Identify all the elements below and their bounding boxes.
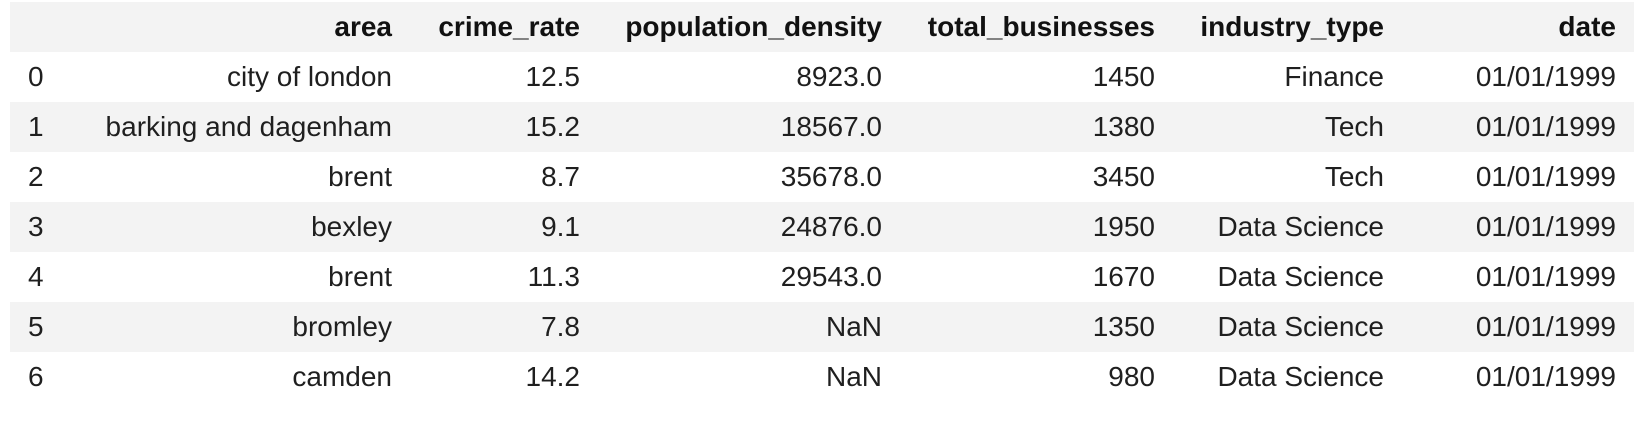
cell-date: 01/01/1999: [1402, 202, 1634, 252]
cell-total-businesses: 1670: [900, 252, 1173, 302]
cell-industry-type: Finance: [1173, 52, 1402, 102]
header-row: area crime_rate population_density total…: [10, 2, 1634, 52]
cell-population-density: NaN: [598, 352, 900, 402]
cell-area: bexley: [60, 202, 410, 252]
cell-population-density: 18567.0: [598, 102, 900, 152]
table-header: area crime_rate population_density total…: [10, 2, 1634, 52]
column-header-date: date: [1402, 2, 1634, 52]
cell-crime-rate: 9.1: [410, 202, 598, 252]
column-header-area: area: [60, 2, 410, 52]
cell-crime-rate: 7.8: [410, 302, 598, 352]
cell-area: city of london: [60, 52, 410, 102]
cell-total-businesses: 1380: [900, 102, 1173, 152]
cell-total-businesses: 1950: [900, 202, 1173, 252]
table-row: 0 city of london 12.5 8923.0 1450 Financ…: [10, 52, 1634, 102]
dataframe-table: area crime_rate population_density total…: [10, 2, 1634, 402]
cell-date: 01/01/1999: [1402, 102, 1634, 152]
cell-area: brent: [60, 252, 410, 302]
row-index: 1: [10, 102, 60, 152]
cell-date: 01/01/1999: [1402, 152, 1634, 202]
cell-population-density: 24876.0: [598, 202, 900, 252]
cell-industry-type: Data Science: [1173, 202, 1402, 252]
cell-area: bromley: [60, 302, 410, 352]
cell-industry-type: Data Science: [1173, 302, 1402, 352]
row-index: 4: [10, 252, 60, 302]
table-body: 0 city of london 12.5 8923.0 1450 Financ…: [10, 52, 1634, 402]
cell-date: 01/01/1999: [1402, 52, 1634, 102]
cell-crime-rate: 14.2: [410, 352, 598, 402]
cell-date: 01/01/1999: [1402, 252, 1634, 302]
cell-industry-type: Tech: [1173, 152, 1402, 202]
cell-crime-rate: 8.7: [410, 152, 598, 202]
row-index: 2: [10, 152, 60, 202]
row-index: 6: [10, 352, 60, 402]
table-row: 2 brent 8.7 35678.0 3450 Tech 01/01/1999: [10, 152, 1634, 202]
cell-total-businesses: 980: [900, 352, 1173, 402]
column-header-crime-rate: crime_rate: [410, 2, 598, 52]
cell-total-businesses: 3450: [900, 152, 1173, 202]
row-index: 3: [10, 202, 60, 252]
cell-area: barking and dagenham: [60, 102, 410, 152]
cell-total-businesses: 1350: [900, 302, 1173, 352]
cell-area: brent: [60, 152, 410, 202]
column-header-total-businesses: total_businesses: [900, 2, 1173, 52]
cell-industry-type: Data Science: [1173, 352, 1402, 402]
cell-population-density: 8923.0: [598, 52, 900, 102]
cell-population-density: NaN: [598, 302, 900, 352]
column-header-industry-type: industry_type: [1173, 2, 1402, 52]
table-row: 5 bromley 7.8 NaN 1350 Data Science 01/0…: [10, 302, 1634, 352]
table-row: 6 camden 14.2 NaN 980 Data Science 01/01…: [10, 352, 1634, 402]
dataframe-output: area crime_rate population_density total…: [10, 2, 1634, 422]
cell-crime-rate: 11.3: [410, 252, 598, 302]
table-row: 4 brent 11.3 29543.0 1670 Data Science 0…: [10, 252, 1634, 302]
cell-date: 01/01/1999: [1402, 302, 1634, 352]
cell-crime-rate: 15.2: [410, 102, 598, 152]
cell-total-businesses: 1450: [900, 52, 1173, 102]
table-row: 3 bexley 9.1 24876.0 1950 Data Science 0…: [10, 202, 1634, 252]
table-row: 1 barking and dagenham 15.2 18567.0 1380…: [10, 102, 1634, 152]
cell-date: 01/01/1999: [1402, 352, 1634, 402]
cell-industry-type: Data Science: [1173, 252, 1402, 302]
cell-population-density: 35678.0: [598, 152, 900, 202]
row-index: 5: [10, 302, 60, 352]
column-header-population-density: population_density: [598, 2, 900, 52]
cell-population-density: 29543.0: [598, 252, 900, 302]
column-header-index: [10, 2, 60, 52]
cell-industry-type: Tech: [1173, 102, 1402, 152]
row-index: 0: [10, 52, 60, 102]
cell-area: camden: [60, 352, 410, 402]
cell-crime-rate: 12.5: [410, 52, 598, 102]
